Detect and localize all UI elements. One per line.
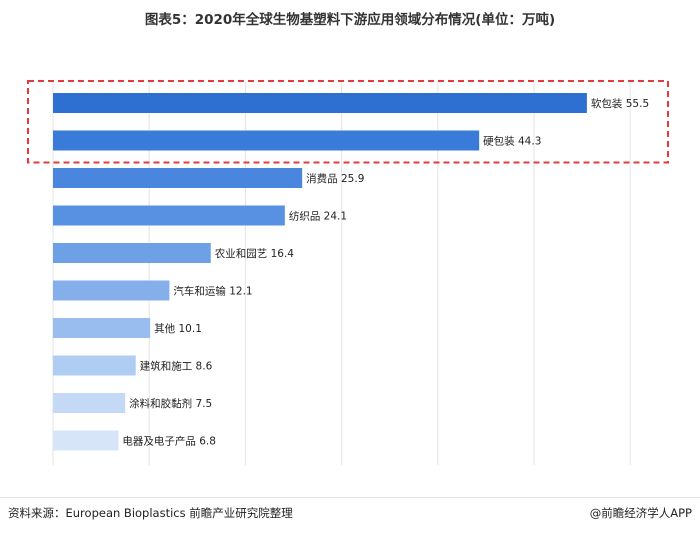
bar-label: 消费品 25.9 xyxy=(306,172,364,185)
bar-chart: 软包装 55.5 硬包装 44.3 消费品 25.9 纺织品 24.1 农业和园艺 16… xyxy=(27,80,669,465)
source-note: 资料来源：European Bioplastics 前瞻产业研究院整理 xyxy=(8,506,293,520)
chart-title: 图表5：2020年全球生物基塑料下游应用领域分布情况(单位：万吨) xyxy=(144,12,556,28)
highlight-box xyxy=(27,80,669,164)
bar xyxy=(53,205,285,226)
bar-label: 涂料和胶黏剂 7.5 xyxy=(129,397,212,410)
bar xyxy=(53,130,480,151)
bar xyxy=(53,430,119,451)
bar xyxy=(53,355,136,376)
bar-label: 其他 10.1 xyxy=(154,322,202,335)
bar-label: 硬包装 44.3 xyxy=(483,135,541,148)
bar-label: 软包装 55.5 xyxy=(591,97,649,110)
bar xyxy=(53,318,151,338)
bar xyxy=(53,243,211,263)
bars xyxy=(53,93,587,451)
bar xyxy=(53,393,126,413)
bar-label: 电器及电子产品 6.8 xyxy=(122,435,216,448)
bar-label: 农业和园艺 16.4 xyxy=(215,247,295,260)
bar xyxy=(53,280,170,301)
bar-labels: 软包装 55.5 硬包装 44.3 消费品 25.9 纺织品 24.1 农业和园艺 16… xyxy=(122,97,649,448)
footer-divider xyxy=(0,497,700,498)
bar xyxy=(53,168,303,188)
brand-label: @前瞻经济学人APP xyxy=(589,506,692,520)
bar-label: 汽车和运输 12.1 xyxy=(173,285,252,298)
bar-label: 纺织品 24.1 xyxy=(289,210,347,223)
bar xyxy=(53,93,587,113)
bar-label: 建筑和施工 8.6 xyxy=(140,360,213,373)
